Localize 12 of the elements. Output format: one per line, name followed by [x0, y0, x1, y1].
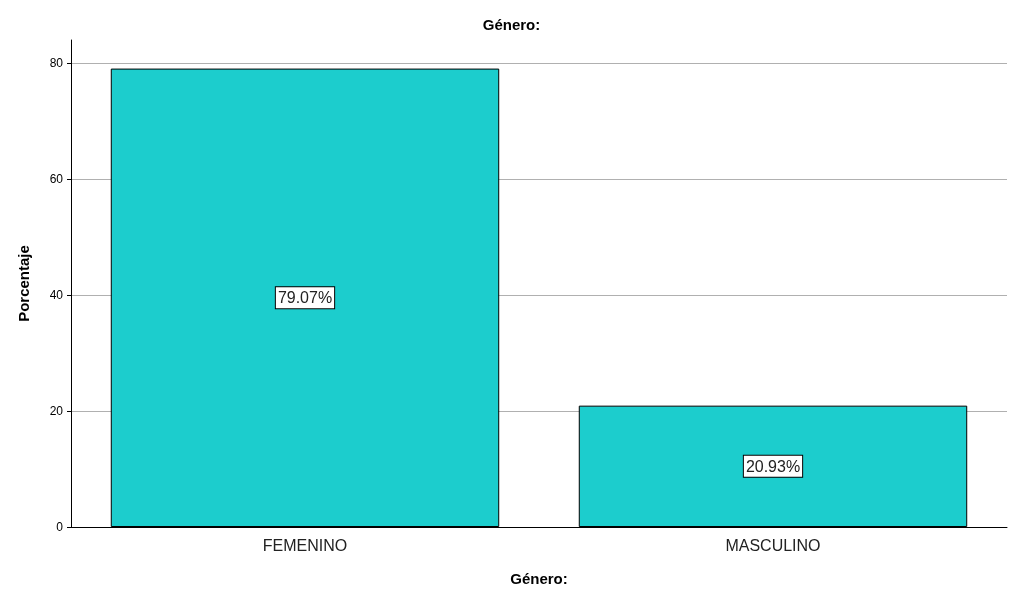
x-axis-title: Género:	[510, 570, 568, 587]
x-tick-label: FEMENINO	[262, 536, 348, 554]
x-tick-label: MASCULINO	[725, 536, 821, 554]
y-tick-label: 60	[49, 172, 64, 187]
data-label: 20.93%	[745, 457, 801, 475]
y-axis-title: Porcentaje	[15, 245, 32, 322]
y-tick-label: 20	[49, 404, 64, 419]
y-tick-label: 80	[49, 56, 64, 71]
y-tick-label: 0	[56, 520, 64, 534]
data-label: 79.07%	[277, 289, 333, 307]
y-tick-label: 40	[49, 288, 64, 303]
chart-title: Género:	[482, 16, 541, 33]
